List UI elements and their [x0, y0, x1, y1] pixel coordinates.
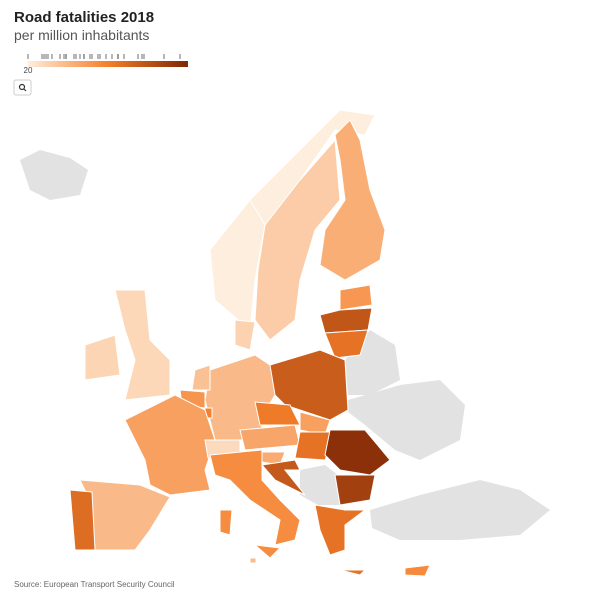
region	[334, 474, 376, 506]
region	[191, 364, 211, 391]
legend-tick-label: 20	[24, 66, 33, 75]
region	[261, 459, 306, 496]
no-data-region	[370, 480, 550, 540]
region	[234, 319, 256, 351]
region	[324, 329, 369, 359]
no-data-region	[348, 380, 465, 460]
region	[239, 424, 301, 451]
region	[69, 489, 96, 551]
region	[404, 564, 431, 577]
region	[114, 289, 171, 401]
region	[209, 109, 376, 332]
region	[319, 119, 386, 281]
region	[254, 138, 341, 341]
map-title: Road fatalities 2018	[14, 9, 154, 26]
region	[339, 284, 373, 311]
region	[84, 334, 121, 381]
no-data-region	[20, 150, 88, 200]
region	[124, 394, 216, 496]
no-data-region	[300, 465, 340, 505]
legend-bar	[28, 61, 188, 67]
region	[204, 354, 276, 441]
region	[319, 307, 373, 334]
map-subtitle: per million inhabitants	[14, 27, 149, 43]
region	[209, 449, 301, 559]
zoom-button[interactable]	[13, 79, 32, 96]
source-note: Source: European Transport Security Coun…	[14, 580, 175, 589]
region	[314, 504, 367, 576]
region	[249, 557, 257, 564]
